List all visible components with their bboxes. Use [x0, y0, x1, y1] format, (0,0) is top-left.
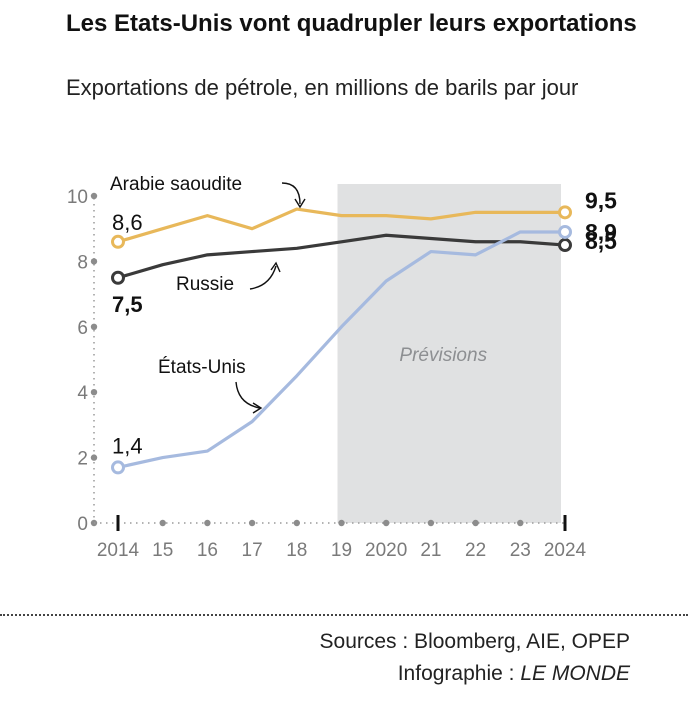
- x-tick-dot: [248, 519, 256, 527]
- series-line-0: [116, 207, 567, 244]
- y-tick-dot: [90, 258, 98, 265]
- series-end-marker: [111, 234, 125, 249]
- callout-arrow-russie: [249, 265, 277, 290]
- series-end-marker: [558, 224, 572, 239]
- y-tick-dot: [90, 389, 98, 396]
- sources-block: Sources : Bloomberg, AIE, OPEP Infograph…: [320, 626, 630, 690]
- x-tick-dot: [293, 519, 300, 527]
- series-start-value: 7,5: [112, 292, 143, 317]
- x-tick-label: 17: [242, 540, 263, 561]
- series-line-1: [116, 233, 567, 280]
- y-tick-label: 4: [77, 383, 88, 404]
- x-tick-mark-major: [116, 515, 120, 531]
- series-end-marker: [111, 460, 125, 475]
- series-name-label: États-Unis: [158, 357, 246, 378]
- series-end-value: 8,9: [585, 219, 617, 245]
- series-line-2: [116, 230, 567, 470]
- x-tick-label: 2020: [365, 540, 407, 561]
- y-tick-label: 6: [77, 318, 88, 339]
- x-tick-dot: [338, 519, 345, 527]
- series-name-label: Russie: [176, 274, 234, 295]
- x-tick-label: 2014: [97, 540, 140, 561]
- callout-arrowhead-usa: [252, 402, 263, 414]
- series-start-value: 8,6: [112, 210, 143, 235]
- x-tick-label: 19: [331, 540, 352, 561]
- series-end-value: 9,5: [585, 187, 617, 213]
- callout-arrowhead-russie: [270, 261, 281, 273]
- y-tick-label: 10: [67, 187, 88, 208]
- x-tick-label: 22: [465, 540, 486, 561]
- x-tick-label: 2024: [544, 540, 587, 561]
- series-end-marker: [558, 238, 572, 253]
- x-tick-label: 15: [152, 540, 173, 561]
- callout-arrowhead-saudi: [294, 198, 306, 209]
- series-end-marker: [111, 270, 125, 285]
- x-tick-dot: [383, 519, 390, 527]
- y-tick-label: 0: [77, 514, 88, 535]
- x-tick-label: 23: [510, 540, 531, 561]
- y-tick-dot: [90, 192, 98, 200]
- callout-arrow-usa: [235, 381, 261, 409]
- x-tick-mark-major: [563, 515, 567, 531]
- forecast-band-label: Prévisions: [399, 345, 487, 366]
- x-tick-dot: [159, 519, 166, 527]
- callout-arrow-saudi: [281, 182, 301, 205]
- x-tick-dot: [517, 519, 524, 527]
- y-tick-label: 2: [77, 449, 88, 470]
- series-name-label: Arabie saoudite: [110, 174, 242, 195]
- line-chart: Prévisions 0 2 4 6 8 10 2014 15 16 17 18 19 2020 21 22…: [67, 174, 617, 561]
- x-tick-label: 18: [286, 540, 307, 561]
- x-tick-dot: [427, 519, 435, 527]
- x-tick-label: 16: [197, 540, 218, 561]
- sources-text: Sources : Bloomberg, AIE, OPEP: [319, 630, 630, 653]
- x-tick-dot: [472, 519, 479, 527]
- series-end-marker: [558, 205, 572, 220]
- chart-subtitle: Exportations de pétrole, en millions de …: [66, 75, 579, 100]
- footer-divider: [0, 614, 688, 616]
- credit-brand: LE MONDE: [520, 662, 630, 685]
- chart-title: Les Etats-Unis vont quadrupler leurs exp…: [66, 10, 637, 37]
- credit-prefix: Infographie :: [397, 662, 521, 685]
- x-tick-label: 21: [420, 540, 441, 561]
- y-tick-label: 8: [77, 252, 88, 273]
- y-tick-dot: [90, 323, 98, 330]
- x-tick-dot: [204, 519, 211, 527]
- series-end-value: 8,5: [585, 228, 617, 254]
- credit-line: Infographie : LE MONDE: [320, 658, 630, 690]
- series-start-value: 1,4: [112, 433, 143, 458]
- y-tick-dot: [90, 454, 98, 461]
